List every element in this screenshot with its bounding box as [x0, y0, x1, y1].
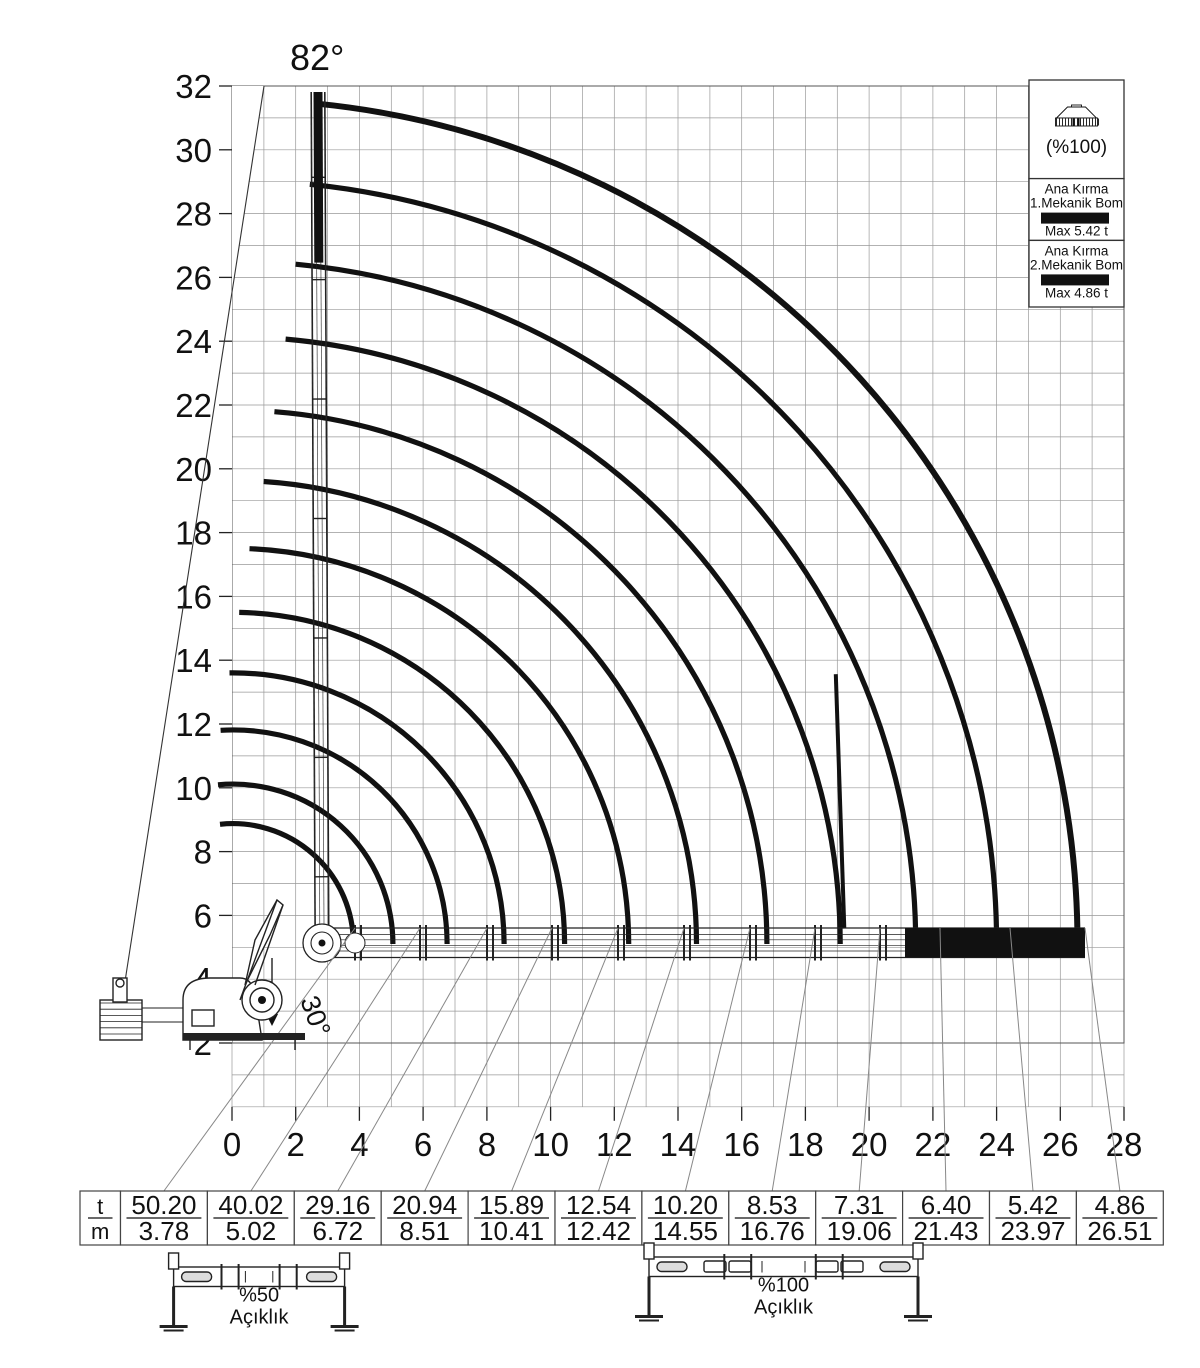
svg-text:%50: %50: [239, 1285, 279, 1307]
svg-text:12: 12: [175, 706, 212, 743]
svg-text:8.51: 8.51: [399, 1216, 450, 1246]
svg-text:1.Mekanik Bom: 1.Mekanik Bom: [1030, 196, 1123, 211]
svg-text:%100: %100: [758, 1275, 809, 1297]
svg-text:8: 8: [194, 834, 212, 871]
svg-text:82°: 82°: [290, 37, 344, 78]
svg-text:28: 28: [1106, 1126, 1143, 1163]
svg-text:26: 26: [1042, 1126, 1079, 1163]
svg-text:28: 28: [175, 196, 212, 233]
svg-text:2.Mekanik Bom: 2.Mekanik Bom: [1030, 257, 1123, 272]
svg-text:32: 32: [175, 68, 212, 105]
svg-text:23.97: 23.97: [1000, 1216, 1065, 1246]
svg-text:12: 12: [596, 1126, 633, 1163]
svg-text:14.55: 14.55: [653, 1216, 718, 1246]
svg-text:8: 8: [478, 1126, 496, 1163]
svg-text:18: 18: [787, 1126, 824, 1163]
svg-text:Max 4.86 t: Max 4.86 t: [1045, 285, 1108, 300]
svg-text:Açıklık: Açıklık: [754, 1297, 814, 1319]
svg-text:14: 14: [660, 1126, 697, 1163]
svg-text:24: 24: [175, 323, 212, 360]
svg-text:16: 16: [723, 1126, 760, 1163]
svg-text:10: 10: [175, 770, 212, 807]
svg-text:5.02: 5.02: [226, 1216, 277, 1246]
svg-text:4: 4: [350, 1126, 368, 1163]
svg-text:6.72: 6.72: [312, 1216, 363, 1246]
svg-text:6: 6: [194, 897, 212, 934]
svg-text:24: 24: [978, 1126, 1015, 1163]
svg-text:21.43: 21.43: [913, 1216, 978, 1246]
svg-text:6: 6: [414, 1126, 432, 1163]
svg-text:26: 26: [175, 259, 212, 296]
svg-text:3.78: 3.78: [139, 1216, 190, 1246]
svg-text:t: t: [97, 1194, 103, 1219]
svg-text:19.06: 19.06: [827, 1216, 892, 1246]
svg-text:(%100): (%100): [1046, 137, 1107, 158]
svg-text:30: 30: [175, 132, 212, 169]
svg-text:m: m: [91, 1219, 109, 1244]
svg-text:18: 18: [175, 515, 212, 552]
svg-text:22: 22: [175, 387, 212, 424]
svg-text:10: 10: [532, 1126, 569, 1163]
svg-text:12.42: 12.42: [566, 1216, 631, 1246]
svg-text:Max 5.42 t: Max 5.42 t: [1045, 224, 1108, 239]
svg-text:14: 14: [175, 642, 212, 679]
svg-text:26.51: 26.51: [1087, 1216, 1152, 1246]
svg-text:10.41: 10.41: [479, 1216, 544, 1246]
svg-text:20: 20: [851, 1126, 888, 1163]
svg-text:Açıklık: Açıklık: [230, 1307, 290, 1329]
svg-text:16.76: 16.76: [740, 1216, 805, 1246]
svg-text:0: 0: [223, 1126, 241, 1163]
svg-text:16: 16: [175, 578, 212, 615]
svg-text:Ana Kırma: Ana Kırma: [1045, 182, 1109, 197]
svg-text:Ana Kırma: Ana Kırma: [1045, 243, 1109, 258]
svg-text:22: 22: [915, 1126, 952, 1163]
